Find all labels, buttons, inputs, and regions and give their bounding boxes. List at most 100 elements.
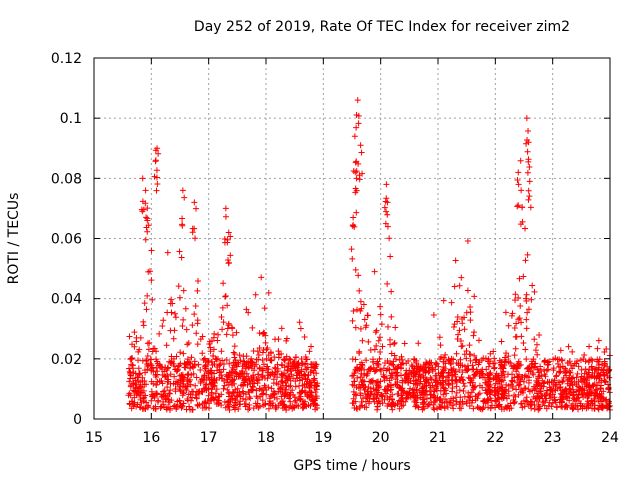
- data-point: [157, 363, 164, 370]
- data-point: [515, 202, 522, 209]
- data-point: [311, 400, 318, 407]
- data-point: [399, 379, 406, 386]
- data-point: [220, 385, 227, 392]
- data-point: [132, 384, 139, 391]
- data-point: [403, 360, 410, 367]
- data-point: [491, 385, 498, 392]
- data-point: [378, 367, 385, 374]
- data-point: [154, 180, 161, 187]
- data-point: [516, 315, 523, 322]
- data-point: [153, 187, 160, 194]
- data-point: [479, 384, 486, 391]
- data-point: [433, 387, 440, 394]
- data-point: [376, 334, 383, 341]
- data-point: [304, 376, 311, 383]
- data-point: [263, 365, 270, 372]
- data-point: [514, 203, 521, 210]
- data-point: [162, 373, 169, 380]
- data-point: [290, 365, 297, 372]
- data-point: [179, 373, 186, 380]
- data-point: [226, 360, 233, 367]
- data-point: [521, 373, 528, 380]
- data-point: [546, 399, 553, 406]
- data-point: [398, 402, 405, 409]
- data-point: [157, 405, 164, 412]
- data-point: [287, 356, 294, 363]
- data-point: [553, 372, 560, 379]
- data-point: [168, 296, 175, 303]
- data-point: [249, 324, 256, 331]
- data-point: [454, 335, 461, 342]
- data-point: [200, 356, 207, 363]
- data-point: [156, 378, 163, 385]
- data-point: [511, 398, 518, 405]
- data-point: [527, 204, 534, 211]
- data-point: [225, 260, 232, 267]
- data-point: [357, 298, 364, 305]
- data-point: [227, 233, 234, 240]
- data-point: [528, 361, 535, 368]
- data-point: [382, 386, 389, 393]
- data-point: [437, 355, 444, 362]
- data-point: [295, 403, 302, 410]
- data-point: [558, 394, 565, 401]
- data-point: [152, 147, 159, 154]
- data-point: [414, 382, 421, 389]
- data-point: [163, 373, 170, 380]
- data-point: [535, 375, 542, 382]
- data-point: [461, 326, 468, 333]
- data-point: [243, 353, 250, 360]
- data-point: [267, 349, 274, 356]
- data-point: [259, 397, 266, 404]
- data-point: [182, 305, 189, 312]
- data-point: [486, 358, 493, 365]
- data-point: [352, 324, 359, 331]
- data-point: [467, 303, 474, 310]
- data-point: [511, 325, 518, 332]
- data-point: [459, 376, 466, 383]
- data-point: [256, 385, 263, 392]
- data-point: [356, 350, 363, 357]
- data-point: [514, 176, 521, 183]
- data-point: [283, 382, 290, 389]
- data-point: [569, 391, 576, 398]
- data-point: [516, 376, 523, 383]
- data-point: [483, 366, 490, 373]
- data-point: [493, 376, 500, 383]
- data-point: [545, 366, 552, 373]
- data-point: [432, 379, 439, 386]
- data-point: [445, 372, 452, 379]
- data-point: [144, 228, 151, 235]
- data-point: [256, 403, 263, 410]
- data-point: [291, 404, 298, 411]
- data-point: [592, 392, 599, 399]
- data-point: [559, 357, 566, 364]
- data-point: [179, 215, 186, 222]
- data-point: [188, 388, 195, 395]
- data-point: [223, 371, 230, 378]
- data-point: [193, 330, 200, 337]
- data-point: [166, 390, 173, 397]
- data-point: [286, 355, 293, 362]
- x-tick-label: 15: [85, 430, 103, 446]
- data-point: [165, 404, 172, 411]
- data-point: [371, 346, 378, 353]
- data-point: [524, 148, 531, 155]
- data-point: [133, 338, 140, 345]
- data-point: [184, 382, 191, 389]
- data-point: [253, 387, 260, 394]
- data-point: [370, 396, 377, 403]
- data-point: [528, 296, 535, 303]
- data-point: [207, 396, 214, 403]
- data-point: [446, 358, 453, 365]
- data-point: [365, 366, 372, 373]
- data-point: [252, 400, 259, 407]
- data-point: [131, 329, 138, 336]
- data-point: [177, 401, 184, 408]
- data-point: [281, 402, 288, 409]
- data-point: [450, 356, 457, 363]
- data-point: [363, 357, 370, 364]
- data-point: [436, 396, 443, 403]
- data-point: [541, 402, 548, 409]
- data-point: [580, 356, 587, 363]
